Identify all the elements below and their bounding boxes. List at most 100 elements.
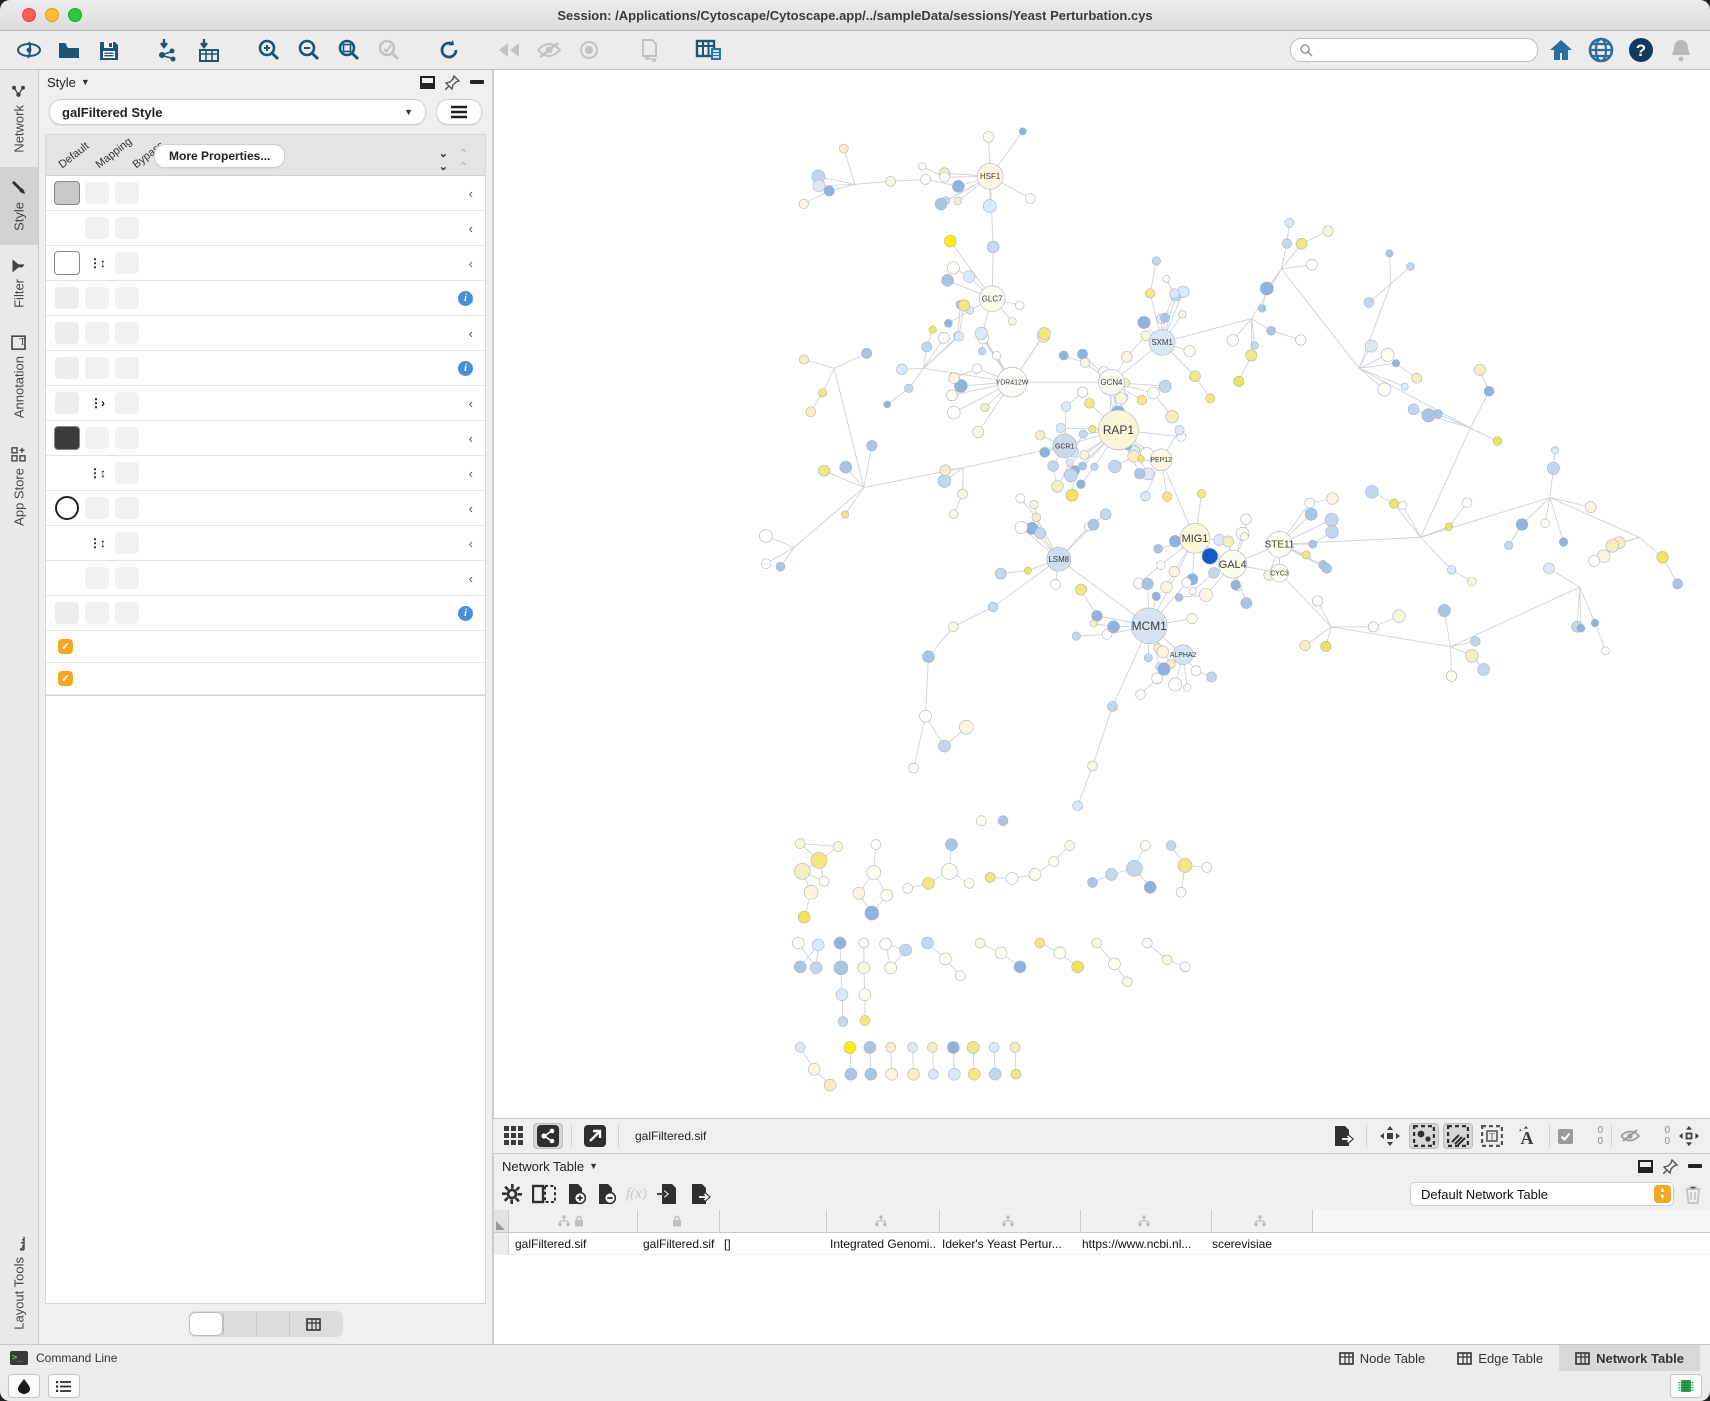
delete-column-button[interactable]: [596, 1183, 617, 1205]
graph-node[interactable]: [1385, 249, 1394, 258]
graph-node[interactable]: [1380, 348, 1395, 362]
style-property-size[interactable]: ⋮↕ ‹: [46, 526, 485, 561]
import-table-file-button[interactable]: [656, 1183, 679, 1205]
function-builder-button[interactable]: f(x): [626, 1185, 647, 1202]
graph-node[interactable]: [1188, 587, 1197, 595]
graph-node[interactable]: [922, 650, 935, 663]
graph-node[interactable]: [1147, 386, 1160, 400]
graph-node[interactable]: [832, 841, 844, 852]
graph-node[interactable]: [793, 863, 811, 880]
graph-node[interactable]: [1306, 259, 1318, 271]
first-neighbors-button[interactable]: [492, 35, 526, 65]
graph-node[interactable]: [1048, 856, 1060, 867]
open-session-button[interactable]: [52, 35, 86, 65]
graph-node[interactable]: [1190, 665, 1202, 677]
bypass-cell[interactable]: [115, 357, 139, 379]
graph-node[interactable]: [1175, 887, 1187, 898]
zoom-selected-button[interactable]: [372, 35, 406, 65]
collapse-arrow-icon[interactable]: ‹: [468, 465, 473, 481]
collapse-arrow-icon[interactable]: ‹: [468, 535, 473, 551]
style-tab-edge[interactable]: [222, 1313, 256, 1335]
graph-node[interactable]: [997, 815, 1009, 826]
graph-node[interactable]: [1365, 485, 1379, 499]
import-network-button[interactable]: [152, 35, 186, 65]
zoom-window-button[interactable]: [68, 8, 82, 22]
graph-node[interactable]: [852, 887, 866, 900]
graph-node[interactable]: [1304, 497, 1316, 509]
sidebar-tab-app-store[interactable]: App Store: [0, 433, 38, 540]
info-icon[interactable]: i: [458, 605, 473, 621]
graph-node[interactable]: [1473, 363, 1486, 376]
graph-node[interactable]: [1151, 672, 1163, 685]
graph-node[interactable]: [1324, 513, 1339, 527]
bypass-cell[interactable]: [115, 252, 139, 274]
graph-node[interactable]: [1312, 595, 1324, 607]
search-input[interactable]: [1318, 42, 1529, 58]
collapse-arrow-icon[interactable]: ‹: [468, 220, 473, 236]
graph-node[interactable]: [1161, 954, 1173, 966]
graph-node[interactable]: [963, 878, 975, 889]
graph-node[interactable]: [1281, 238, 1292, 249]
graph-node[interactable]: [818, 876, 830, 887]
graph-node[interactable]: [986, 240, 1000, 254]
graph-node[interactable]: [1172, 644, 1194, 665]
graph-node[interactable]: [1257, 304, 1267, 313]
style-property-label[interactable]: ⋮› ‹: [46, 386, 485, 421]
graph-node[interactable]: [907, 1067, 920, 1081]
refresh-layout-button[interactable]: [432, 35, 466, 65]
graph-node[interactable]: [1028, 868, 1042, 881]
graph-node[interactable]: [978, 347, 987, 356]
graph-node[interactable]: [1107, 701, 1118, 712]
graph-node[interactable]: [992, 351, 1002, 361]
graph-node[interactable]: [1165, 840, 1177, 851]
mapping-cell[interactable]: [85, 497, 109, 519]
sidebar-tab-network[interactable]: Network: [0, 70, 38, 167]
graph-node[interactable]: [1326, 492, 1339, 505]
style-tab-network[interactable]: [255, 1313, 289, 1335]
zoom-fit-button[interactable]: [332, 35, 366, 65]
graph-node[interactable]: [1158, 379, 1172, 393]
graph-node[interactable]: [818, 464, 830, 477]
default-empty-cell[interactable]: [55, 602, 79, 624]
graph-node[interactable]: [1153, 544, 1163, 554]
mapping-discrete-icon[interactable]: ⋮↕: [89, 466, 106, 480]
graph-node[interactable]: [1105, 868, 1118, 881]
graph-node[interactable]: [1168, 566, 1180, 578]
graph-node[interactable]: [1087, 518, 1100, 531]
memory-status-button[interactable]: [8, 1374, 40, 1398]
mapping-cell[interactable]: [85, 322, 109, 344]
notifications-button[interactable]: [1664, 35, 1698, 65]
graph-node[interactable]: [885, 1042, 896, 1053]
graph-node[interactable]: [1098, 409, 1139, 451]
graph-node[interactable]: [1122, 976, 1133, 988]
graph-node[interactable]: [1141, 577, 1154, 590]
graph-node[interactable]: [1444, 522, 1453, 531]
info-icon[interactable]: i: [458, 360, 473, 376]
graph-node[interactable]: [957, 488, 968, 500]
mapping-discrete-icon[interactable]: ⋮↕: [89, 536, 106, 550]
detach-view-button[interactable]: [580, 1123, 610, 1149]
web-browser-button[interactable]: [1584, 35, 1618, 65]
graph-node[interactable]: [844, 1067, 858, 1081]
graph-node[interactable]: [885, 176, 896, 187]
style-property-label-color[interactable]: ‹: [46, 421, 485, 456]
default-empty-cell[interactable]: [55, 392, 79, 414]
graph-node[interactable]: [1367, 621, 1379, 633]
graph-node[interactable]: [883, 400, 892, 409]
graph-node[interactable]: [1245, 349, 1258, 362]
fit-content-button[interactable]: [1674, 1123, 1704, 1149]
style-panel-caret-icon[interactable]: ▼: [80, 77, 90, 87]
graph-node[interactable]: [941, 274, 954, 287]
graph-node[interactable]: [1089, 619, 1098, 628]
graph-node[interactable]: [1015, 493, 1026, 504]
mapping-cell[interactable]: [85, 217, 109, 239]
graph-node[interactable]: [1178, 310, 1187, 319]
graph-node[interactable]: [1025, 193, 1036, 204]
graph-node[interactable]: [944, 319, 953, 328]
graph-node[interactable]: [823, 185, 835, 197]
table-cell[interactable]: galFiltered.sif: [643, 1236, 715, 1251]
graph-node[interactable]: [1240, 513, 1252, 525]
graph-node[interactable]: [1400, 382, 1409, 391]
graph-node[interactable]: [1270, 563, 1289, 583]
graph-node[interactable]: [1467, 576, 1477, 587]
